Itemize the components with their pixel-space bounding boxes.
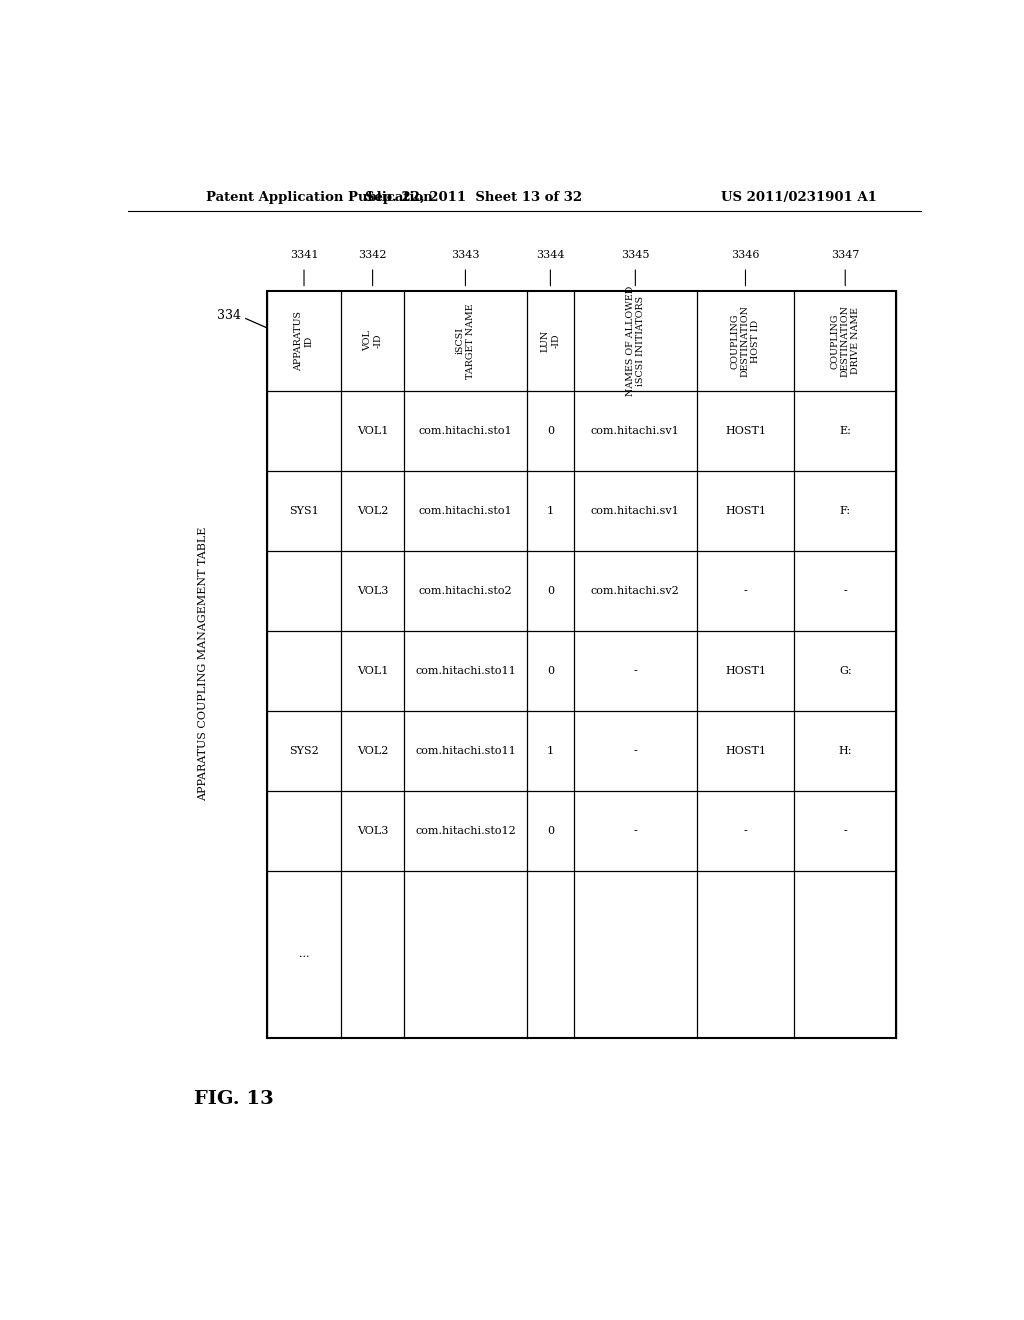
Text: NAMES OF ALLOWED
iSCSI INITIATORS: NAMES OF ALLOWED iSCSI INITIATORS	[626, 286, 645, 396]
Text: US 2011/0231901 A1: US 2011/0231901 A1	[721, 191, 877, 205]
Text: 3347: 3347	[831, 249, 859, 260]
Text: com.hitachi.sto2: com.hitachi.sto2	[419, 586, 512, 597]
Text: -: -	[844, 826, 847, 836]
Text: H:: H:	[839, 746, 852, 756]
Text: -: -	[634, 826, 637, 836]
Text: 1: 1	[547, 507, 554, 516]
Text: com.hitachi.sto11: com.hitachi.sto11	[415, 667, 516, 676]
Text: HOST1: HOST1	[725, 667, 766, 676]
Text: HOST1: HOST1	[725, 507, 766, 516]
Text: com.hitachi.sto1: com.hitachi.sto1	[419, 426, 512, 437]
Text: 0: 0	[547, 426, 554, 437]
Text: -: -	[743, 586, 748, 597]
Text: APPARATUS COUPLING MANAGEMENT TABLE: APPARATUS COUPLING MANAGEMENT TABLE	[199, 527, 209, 801]
Text: VOL1: VOL1	[357, 667, 388, 676]
Text: iSCSI
TARGET NAME: iSCSI TARGET NAME	[456, 304, 475, 379]
Text: VOL3: VOL3	[357, 586, 388, 597]
Text: LUN
-ID: LUN -ID	[541, 330, 560, 352]
Text: com.hitachi.sv1: com.hitachi.sv1	[591, 426, 680, 437]
Text: HOST1: HOST1	[725, 746, 766, 756]
Text: VOL1: VOL1	[357, 426, 388, 437]
Text: com.hitachi.sto1: com.hitachi.sto1	[419, 507, 512, 516]
Text: -: -	[743, 826, 748, 836]
Text: E:: E:	[840, 426, 851, 437]
Text: HOST1: HOST1	[725, 426, 766, 437]
Bar	[267, 290, 896, 1038]
Text: 0: 0	[547, 826, 554, 836]
Text: COUPLING
DESTINATION
HOST ID: COUPLING DESTINATION HOST ID	[730, 305, 761, 378]
Text: Patent Application Publication: Patent Application Publication	[206, 191, 432, 205]
Text: APPARATUS
ID: APPARATUS ID	[294, 312, 313, 371]
Text: VOL2: VOL2	[357, 507, 388, 516]
Text: FIG. 13: FIG. 13	[194, 1089, 273, 1107]
Text: G:: G:	[839, 667, 852, 676]
Text: 3346: 3346	[731, 249, 760, 260]
Text: 3345: 3345	[622, 249, 649, 260]
Text: -: -	[844, 586, 847, 597]
Text: com.hitachi.sv2: com.hitachi.sv2	[591, 586, 680, 597]
Text: 3343: 3343	[452, 249, 479, 260]
Text: ...: ...	[299, 949, 309, 960]
Text: VOL
-ID: VOL -ID	[362, 330, 382, 351]
Text: 0: 0	[547, 586, 554, 597]
Text: com.hitachi.sv1: com.hitachi.sv1	[591, 507, 680, 516]
Text: 1: 1	[547, 746, 554, 756]
Text: 3341: 3341	[290, 249, 318, 260]
Text: 3344: 3344	[537, 249, 564, 260]
Text: 0: 0	[547, 667, 554, 676]
Text: 334: 334	[217, 309, 242, 322]
Text: com.hitachi.sto12: com.hitachi.sto12	[415, 826, 516, 836]
Text: -: -	[634, 667, 637, 676]
Text: Sep. 22, 2011  Sheet 13 of 32: Sep. 22, 2011 Sheet 13 of 32	[365, 191, 582, 205]
Text: SYS1: SYS1	[289, 507, 318, 516]
Text: VOL2: VOL2	[357, 746, 388, 756]
Text: com.hitachi.sto11: com.hitachi.sto11	[415, 746, 516, 756]
Text: -: -	[634, 746, 637, 756]
Text: SYS2: SYS2	[289, 746, 318, 756]
Text: COUPLING
DESTINATION
DRIVE NAME: COUPLING DESTINATION DRIVE NAME	[830, 305, 860, 378]
Text: VOL3: VOL3	[357, 826, 388, 836]
Text: F:: F:	[840, 507, 851, 516]
Text: 3342: 3342	[358, 249, 387, 260]
